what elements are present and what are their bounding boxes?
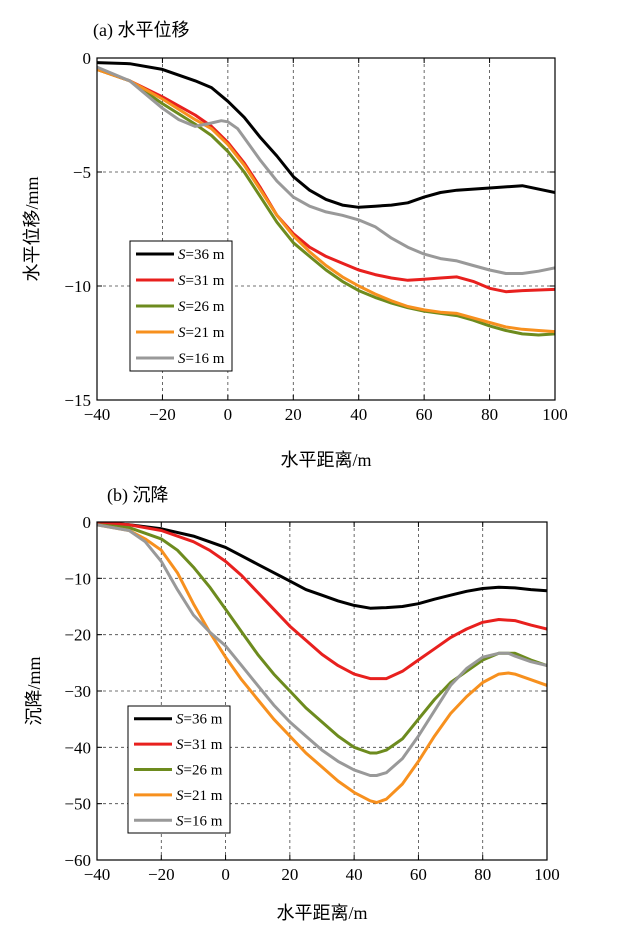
- legend-label-italic: S: [176, 813, 184, 829]
- legend-label-2: S=26 m: [178, 299, 225, 315]
- x-tick-label: 80: [481, 405, 498, 424]
- x-tick-label: 40: [350, 405, 367, 424]
- x-tick-label: −40: [84, 405, 111, 424]
- series-line-3: [97, 523, 547, 804]
- legend-label-rest: =16 m: [186, 351, 225, 367]
- series-line-3: [97, 67, 555, 334]
- legend-label-rest: =36 m: [184, 712, 223, 728]
- series-line-4: [97, 523, 547, 777]
- legend-label-4: S=16 m: [176, 813, 223, 829]
- panel-title: (a) 水平位移: [93, 20, 189, 41]
- y-tick-label: 0: [83, 513, 92, 532]
- x-tick-label: −20: [148, 865, 175, 884]
- legend-label-1: S=31 m: [176, 737, 223, 753]
- x-tick-label: 100: [542, 405, 568, 424]
- legend-label-italic: S: [176, 737, 184, 753]
- legend-label-rest: =21 m: [186, 325, 225, 341]
- legend-label-4: S=16 m: [178, 351, 225, 367]
- y-tick-label: −50: [64, 795, 91, 814]
- plot-frame: [96, 57, 556, 401]
- legend-label-3: S=21 m: [176, 788, 223, 804]
- legend-label-italic: S: [176, 712, 184, 728]
- legend-label-2: S=26 m: [176, 763, 223, 779]
- y-tick-label: −10: [64, 277, 91, 296]
- legend-label-italic: S: [178, 325, 186, 341]
- legend-label-0: S=36 m: [178, 247, 225, 263]
- y-tick-label: −30: [64, 682, 91, 701]
- y-tick-label: −40: [64, 738, 91, 757]
- y-tick-label: 0: [83, 49, 92, 68]
- legend-label-rest: =31 m: [184, 737, 223, 753]
- legend-label-italic: S: [178, 273, 186, 289]
- y-tick-label: −10: [64, 569, 91, 588]
- y-tick-label: −60: [64, 851, 91, 870]
- series-line-2: [97, 523, 547, 755]
- series-line-0: [97, 522, 547, 610]
- legend-label-italic: S: [178, 299, 186, 315]
- legend-label-rest: =16 m: [184, 813, 223, 829]
- x-tick-label: 20: [285, 405, 302, 424]
- legend-label-0: S=36 m: [176, 712, 223, 728]
- x-tick-label: 80: [474, 865, 491, 884]
- x-tick-label: 0: [221, 865, 230, 884]
- x-tick-label: 100: [534, 865, 560, 884]
- series-group: [97, 522, 547, 804]
- series-line-0: [97, 61, 555, 209]
- series-line-4: [97, 65, 555, 275]
- x-tick-label: 60: [410, 865, 427, 884]
- legend-label-italic: S: [176, 763, 184, 779]
- x-tick-label: 40: [346, 865, 363, 884]
- y-axis-label: 水平位移/mm: [22, 176, 42, 281]
- x-axis-label: 水平距离/m: [276, 903, 367, 923]
- chart-panel-b: −40 −20 0 20 40 60 80 100 0 −10 −20 −30 −40 −50 −60 (b)…: [24, 485, 560, 923]
- series-line-2: [97, 67, 555, 337]
- legend-label-3: S=21 m: [178, 325, 225, 341]
- legend-label-rest: =21 m: [184, 788, 223, 804]
- y-axis-label: 沉降/mm: [24, 656, 44, 725]
- x-axis-label: 水平距离/m: [280, 450, 371, 470]
- legend-label-rest: =31 m: [186, 273, 225, 289]
- chart-panel-a: −40 −20 0 20 40 60 80 100 0 −5 −10 −15 (a) 水平位移水平距离/…: [22, 20, 568, 470]
- panel-title: (b) 沉降: [107, 485, 169, 506]
- series-line-1: [97, 67, 555, 294]
- y-tick-label: −5: [73, 163, 91, 182]
- x-tick-label: 0: [224, 405, 233, 424]
- legend-label-rest: =26 m: [186, 299, 225, 315]
- legend-label-1: S=31 m: [178, 273, 225, 289]
- legend-label-italic: S: [178, 351, 186, 367]
- x-tick-label: 60: [416, 405, 433, 424]
- legend-label-italic: S: [178, 247, 186, 263]
- legend: S=36 mS=31 mS=26 mS=21 mS=16 m: [129, 240, 233, 372]
- legend-label-rest: =36 m: [186, 247, 225, 263]
- x-tick-label: −40: [84, 865, 111, 884]
- series-line-1: [97, 522, 547, 681]
- legend-label-rest: =26 m: [184, 763, 223, 779]
- series-group: [97, 61, 555, 337]
- legend-label-italic: S: [176, 788, 184, 804]
- x-tick-label: −20: [149, 405, 176, 424]
- y-tick-label: −15: [64, 391, 91, 410]
- legend: S=36 mS=31 mS=26 mS=21 mS=16 m: [127, 705, 231, 834]
- y-tick-label: −20: [64, 626, 91, 645]
- x-tick-label: 20: [281, 865, 298, 884]
